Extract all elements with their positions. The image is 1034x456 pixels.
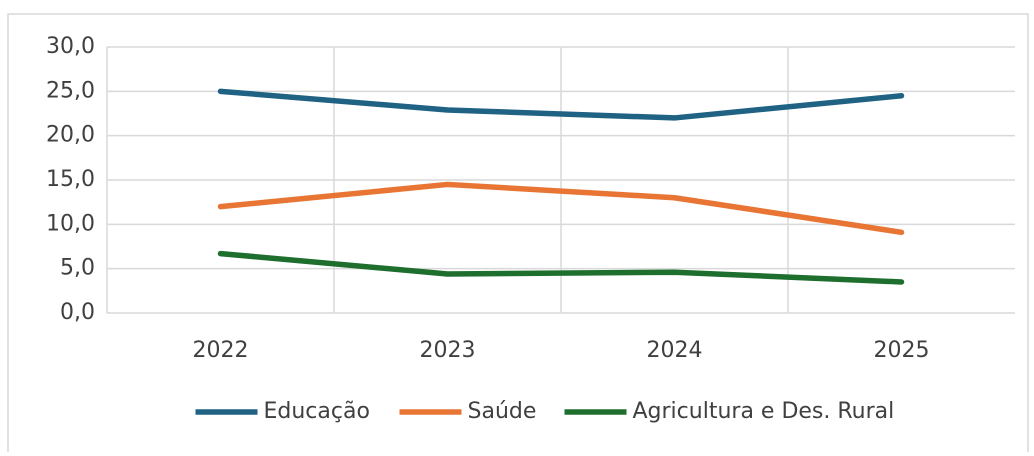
y-tick-label: 15,0 xyxy=(46,167,95,192)
x-tick-label: 2024 xyxy=(647,338,703,363)
legend-label: Educação xyxy=(264,399,370,424)
y-tick-label: 0,0 xyxy=(60,300,95,325)
x-tick-label: 2025 xyxy=(874,338,930,363)
chart-frame xyxy=(7,13,1029,455)
legend-label: Agricultura e Des. Rural xyxy=(633,399,895,424)
y-tick-label: 5,0 xyxy=(60,256,95,281)
y-tick-label: 10,0 xyxy=(46,211,95,236)
legend-label: Saúde xyxy=(468,399,537,424)
series-line xyxy=(217,250,905,285)
series-line xyxy=(217,88,905,121)
y-tick-label: 30,0 xyxy=(46,34,95,59)
y-tick-label: 25,0 xyxy=(46,78,95,103)
x-tick-label: 2022 xyxy=(193,338,249,363)
y-tick-label: 20,0 xyxy=(46,123,95,148)
series-line xyxy=(217,181,905,236)
x-tick-label: 2023 xyxy=(420,338,476,363)
